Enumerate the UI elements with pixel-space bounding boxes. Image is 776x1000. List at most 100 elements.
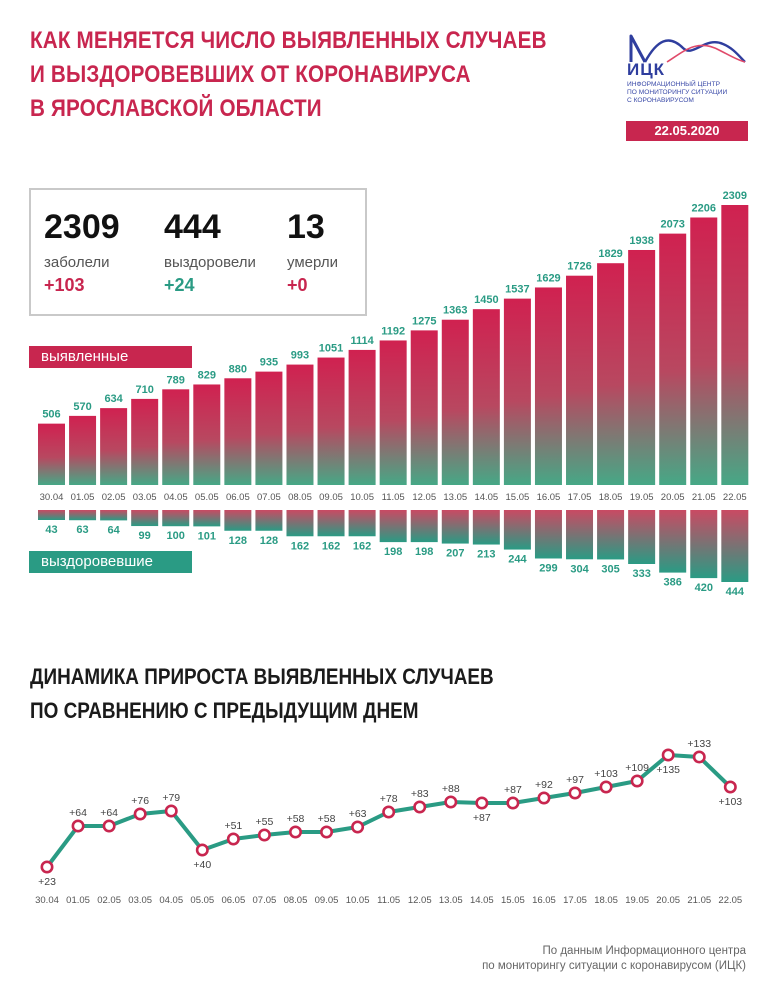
title-line-2: И ВЫЗДОРОВЕВШИХ ОТ КОРОНАВИРУСА bbox=[30, 61, 471, 88]
increase-point bbox=[661, 748, 675, 762]
line-date-tick-label: 05.05 bbox=[190, 895, 214, 906]
line-date-tick-label: 09.05 bbox=[315, 895, 339, 906]
recovered-bar bbox=[317, 510, 345, 537]
date-tick-label: 09.05 bbox=[319, 492, 343, 503]
line-date-tick-label: 11.05 bbox=[377, 895, 400, 906]
date-tick-label: 20.05 bbox=[661, 492, 685, 503]
line-date-tick-label: 10.05 bbox=[346, 895, 370, 906]
recovered-value-label: 162 bbox=[291, 540, 309, 552]
line-date-tick-label: 08.05 bbox=[284, 895, 308, 906]
recovered-value-label: 162 bbox=[322, 540, 340, 552]
increase-value-label: +64 bbox=[69, 807, 87, 819]
date-tick-label: 04.05 bbox=[164, 492, 188, 503]
increase-point bbox=[40, 860, 54, 874]
case-value-label: 993 bbox=[291, 350, 309, 362]
title-line-1: КАК МЕНЯЕТСЯ ЧИСЛО ВЫЯВЛЕННЫХ СЛУЧАЕВ bbox=[30, 27, 547, 54]
recovered-bar bbox=[348, 510, 376, 537]
increase-value-label: +58 bbox=[318, 813, 336, 825]
increase-value-label: +63 bbox=[349, 808, 367, 820]
page-title: КАК МЕНЯЕТСЯ ЧИСЛО ВЫЯВЛЕННЫХ СЛУЧАЕВ И … bbox=[30, 24, 547, 126]
increase-point bbox=[226, 832, 240, 846]
line-date-tick-label: 18.05 bbox=[594, 895, 618, 906]
recovered-bar bbox=[38, 510, 65, 520]
date-tick-label: 19.05 bbox=[630, 492, 654, 503]
recovered-value-label: 386 bbox=[664, 577, 682, 589]
date-tick-label: 14.05 bbox=[474, 492, 498, 503]
cases-recovered-bar-chart: 506 30.04 43 570 01.05 63 634 02.05 64 710 03.05 99… bbox=[38, 190, 749, 598]
recovered-bar bbox=[379, 510, 407, 543]
increase-point bbox=[444, 795, 458, 809]
line-date-tick-label: 06.05 bbox=[221, 895, 245, 906]
increase-point bbox=[599, 780, 613, 794]
case-value-label: 789 bbox=[167, 374, 185, 386]
increase-value-label: +88 bbox=[442, 783, 460, 795]
date-tick-label: 21.05 bbox=[692, 492, 716, 503]
logo-wave-icon bbox=[629, 34, 746, 63]
increase-point bbox=[382, 805, 396, 819]
recovered-bar bbox=[503, 510, 531, 550]
increase-value-label: +103 bbox=[718, 796, 742, 808]
recovered-value-label: 162 bbox=[353, 540, 371, 552]
increase-value-label: +23 bbox=[38, 876, 56, 888]
recovered-value-label: 299 bbox=[539, 562, 557, 574]
stat-recovered-label: выздоровели bbox=[164, 254, 256, 271]
case-value-label: 1363 bbox=[443, 305, 467, 317]
line-date-tick-label: 19.05 bbox=[625, 895, 649, 906]
recovered-bar bbox=[255, 510, 283, 531]
line-date-tick-label: 03.05 bbox=[128, 895, 152, 906]
increase-point bbox=[568, 786, 582, 800]
recovered-bar bbox=[286, 510, 314, 537]
line-date-tick-label: 30.04 bbox=[35, 895, 59, 906]
line-date-tick-label: 16.05 bbox=[532, 895, 556, 906]
case-value-label: 710 bbox=[136, 384, 154, 396]
stat-deaths-label: умерли bbox=[287, 254, 338, 271]
date-tick-label: 02.05 bbox=[102, 492, 126, 503]
case-bar bbox=[38, 423, 65, 485]
case-value-label: 1629 bbox=[536, 272, 560, 284]
stat-recovered-value: 444 bbox=[164, 208, 221, 246]
date-tick-label: 07.05 bbox=[257, 492, 281, 503]
line-date-tick-label: 22.05 bbox=[718, 895, 742, 906]
case-value-label: 1726 bbox=[567, 261, 591, 273]
date-tick-label: 17.05 bbox=[568, 492, 592, 503]
increase-point bbox=[102, 819, 116, 833]
date-tick-label: 13.05 bbox=[443, 492, 467, 503]
case-bar bbox=[317, 357, 345, 485]
recovered-value-label: 63 bbox=[76, 524, 88, 536]
logo-sub-line-2: по мониторингу ситуации bbox=[627, 89, 728, 96]
case-value-label: 2073 bbox=[660, 219, 684, 231]
recovered-value-label: 244 bbox=[508, 554, 527, 566]
recovered-bar bbox=[162, 510, 190, 527]
increase-value-label: +79 bbox=[162, 792, 180, 804]
stat-deaths-delta: +0 bbox=[287, 275, 308, 295]
increase-value-label: +76 bbox=[131, 795, 149, 807]
stat-recovered: 444 выздоровели +24 bbox=[164, 208, 256, 296]
stat-cases-delta: +103 bbox=[44, 275, 85, 295]
stat-deaths-value: 13 bbox=[287, 208, 325, 246]
increase-value-label: +87 bbox=[473, 812, 491, 824]
stat-cases: 2309 заболели +103 bbox=[44, 208, 120, 296]
date-tick-label: 12.05 bbox=[412, 492, 436, 503]
line-date-tick-label: 14.05 bbox=[470, 895, 494, 906]
case-bar bbox=[659, 233, 687, 485]
increase-value-label: +55 bbox=[256, 816, 274, 828]
increase-point bbox=[257, 828, 271, 842]
recovered-bar bbox=[566, 510, 594, 560]
recovered-bar bbox=[131, 510, 159, 527]
recovered-bar bbox=[534, 510, 562, 559]
line-date-tick-label: 17.05 bbox=[563, 895, 587, 906]
stat-cases-value: 2309 bbox=[44, 208, 120, 246]
recovered-bar bbox=[224, 510, 252, 531]
date-tick-label: 16.05 bbox=[537, 492, 561, 503]
recovered-bar bbox=[410, 510, 438, 543]
date-tick-label: 18.05 bbox=[599, 492, 623, 503]
recovered-value-label: 99 bbox=[139, 530, 151, 542]
line-date-tick-label: 12.05 bbox=[408, 895, 432, 906]
recovered-value-label: 198 bbox=[384, 546, 402, 558]
section-title-line-1: ДИНАМИКА ПРИРОСТА ВЫЯВЛЕННЫХ СЛУЧАЕВ bbox=[30, 664, 494, 689]
increase-value-label: +83 bbox=[411, 788, 429, 800]
recovered-bar bbox=[659, 510, 687, 573]
line-date-tick-label: 07.05 bbox=[253, 895, 277, 906]
recovered-bar bbox=[721, 510, 749, 582]
case-bar bbox=[472, 309, 500, 485]
